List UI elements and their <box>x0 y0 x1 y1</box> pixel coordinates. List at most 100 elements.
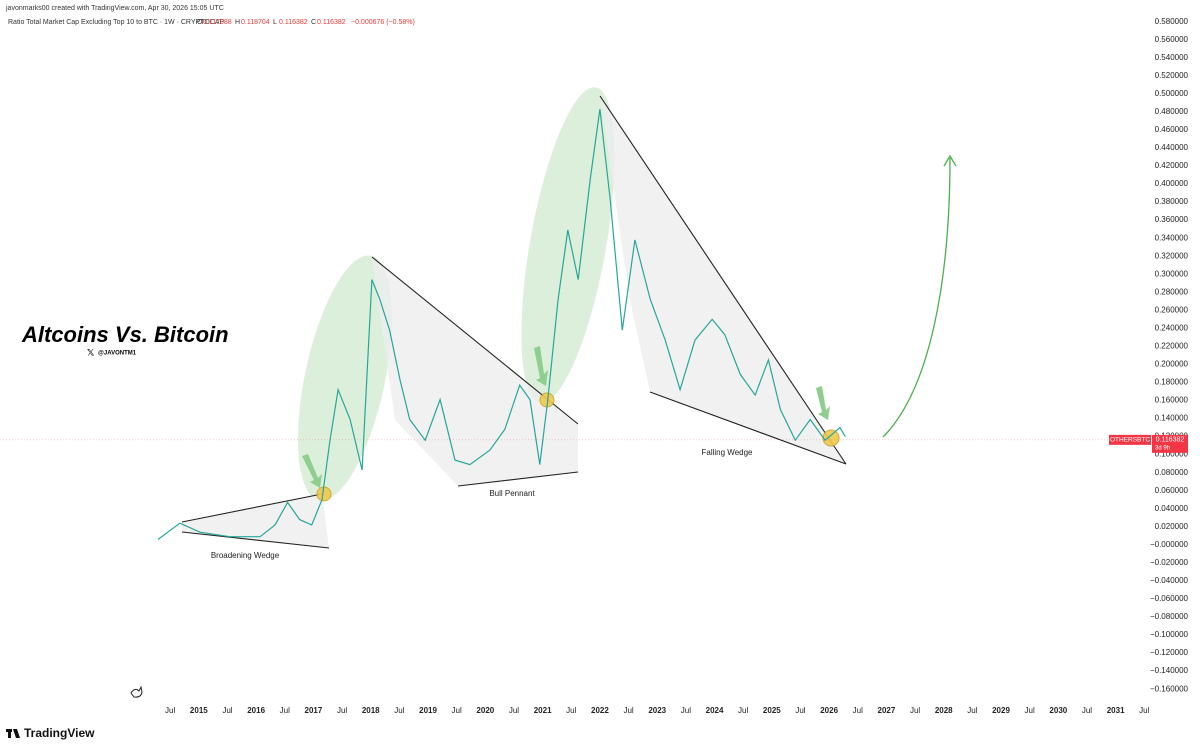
x-tick-label: Jul <box>853 706 863 715</box>
x-tick-label: 2020 <box>476 706 494 715</box>
x-tick-label: 2030 <box>1049 706 1067 715</box>
x-tick-label: 2018 <box>362 706 380 715</box>
rally-highlight <box>298 255 392 501</box>
y-tick-label: 0.060000 <box>1155 486 1189 495</box>
ohlc-key: O <box>197 19 203 26</box>
change: −0.000676 (−0.58%) <box>351 19 415 26</box>
ohlc-key: C <box>311 19 316 26</box>
chart-subtitle: @JAVONTM1 <box>98 351 137 357</box>
x-tick-label: Jul <box>1025 706 1035 715</box>
y-tick-label: 0.340000 <box>1155 233 1189 242</box>
x-logo: 𝕏 <box>87 347 95 357</box>
x-tick-label: 2016 <box>247 706 265 715</box>
y-tick-label: 0.020000 <box>1155 522 1189 531</box>
annotation: Falling Wedge <box>702 448 754 457</box>
x-tick-label: Jul <box>337 706 347 715</box>
x-tick-label: Jul <box>738 706 748 715</box>
x-tick-label: 2017 <box>305 706 323 715</box>
price-tag <box>1152 434 1188 453</box>
ohlc-key: L <box>273 19 277 26</box>
pointer-arrows <box>302 346 830 488</box>
y-tick-label: −0.120000 <box>1150 648 1189 657</box>
x-tick-label: 2022 <box>591 706 609 715</box>
x-tick-label: Jul <box>222 706 232 715</box>
ohlc-key: H <box>235 19 240 26</box>
x-tick-label: 2023 <box>648 706 666 715</box>
x-tick-label: Jul <box>566 706 576 715</box>
y-tick-label: 0.040000 <box>1155 504 1189 513</box>
y-tick-label: −0.040000 <box>1150 576 1189 585</box>
y-tick-label: −0.140000 <box>1150 666 1189 675</box>
y-tick-label: 0.160000 <box>1155 396 1189 405</box>
y-tick-label: 0.540000 <box>1155 53 1189 62</box>
x-tick-label: 2029 <box>992 706 1010 715</box>
breakout-markers <box>316 392 840 502</box>
x-tick-label: Jul <box>681 706 691 715</box>
ohlc-value: 0.116382 <box>317 19 346 26</box>
projection-arrow-head <box>943 154 957 167</box>
y-tick-label: 0.560000 <box>1155 35 1189 44</box>
y-tick-label: 0.440000 <box>1155 143 1189 152</box>
x-tick-label: Jul <box>967 706 977 715</box>
y-tick-label: 0.280000 <box>1155 287 1189 296</box>
x-tick-label: Jul <box>280 706 290 715</box>
tv-icon <box>130 685 143 698</box>
y-tick-label: 0.460000 <box>1155 125 1189 134</box>
x-tick-label: Jul <box>509 706 519 715</box>
y-tick-label: 0.320000 <box>1155 251 1189 260</box>
ohlc-value: 0.116382 <box>279 19 308 26</box>
x-tick-label: 2026 <box>820 706 838 715</box>
x-tick-label: Jul <box>623 706 633 715</box>
x-tick-label: Jul <box>1082 706 1092 715</box>
y-tick-label: 0.220000 <box>1155 342 1189 351</box>
x-tick-label: 2031 <box>1107 706 1125 715</box>
x-tick-label: 2015 <box>190 706 208 715</box>
rally-highlight <box>521 87 615 403</box>
y-tick-label: 0.380000 <box>1155 197 1189 206</box>
x-tick-label: Jul <box>165 706 175 715</box>
y-tick-label: 0.360000 <box>1155 215 1189 224</box>
ohlc-value: 0.118704 <box>241 19 270 26</box>
y-tick-label: 0.100000 <box>1155 450 1189 459</box>
y-tick-label: 0.580000 <box>1155 17 1189 26</box>
x-tick-label: Jul <box>452 706 462 715</box>
y-tick-label: 0.180000 <box>1155 378 1189 387</box>
y-tick-label: −0.020000 <box>1150 558 1189 567</box>
x-tick-label: Jul <box>1139 706 1149 715</box>
countdown: 3d 9h <box>1155 445 1170 451</box>
y-tick-label: 0.300000 <box>1155 269 1189 278</box>
x-tick-label: 2028 <box>935 706 953 715</box>
attribution: javonmarks00 created with TradingView.co… <box>5 5 224 12</box>
x-tick-label: 2021 <box>534 706 552 715</box>
x-tick-label: 2024 <box>706 706 724 715</box>
y-tick-label: 0.400000 <box>1155 179 1189 188</box>
ohlc-legend: O 0.117088 H 0.118704 L 0.116382 C 0.116382 <box>197 19 346 26</box>
annotation: Broadening Wedge <box>211 551 280 560</box>
y-tick-label: 0.200000 <box>1155 360 1189 369</box>
x-tick-label: Jul <box>394 706 404 715</box>
y-tick-label: 0.520000 <box>1155 71 1189 80</box>
y-tick-label: 0.240000 <box>1155 323 1189 332</box>
price-line <box>157 109 846 540</box>
y-tick-label: 0.260000 <box>1155 305 1189 314</box>
symbol-tag-label: OTHERSBTC <box>1110 437 1150 444</box>
annotation: Bull Pennant <box>489 489 535 498</box>
brand: TradingView <box>24 726 95 740</box>
x-tick-label: 2027 <box>878 706 896 715</box>
y-tick-label: −0.060000 <box>1150 594 1189 603</box>
x-tick-label: 2019 <box>419 706 437 715</box>
x-tick-label: 2025 <box>763 706 781 715</box>
y-tick-label: −0.000000 <box>1150 540 1189 549</box>
projection-arrow <box>882 157 951 438</box>
pattern-area <box>372 257 578 486</box>
x-tick-label: Jul <box>795 706 805 715</box>
y-tick-label: 0.080000 <box>1155 468 1189 477</box>
ohlc-value: 0.117088 <box>203 19 232 26</box>
y-tick-label: 0.500000 <box>1155 89 1189 98</box>
trend-lines <box>181 95 847 549</box>
chart-title: Altcoins Vs. Bitcoin <box>21 322 229 347</box>
y-tick-label: 0.420000 <box>1155 161 1189 170</box>
y-tick-label: −0.160000 <box>1150 684 1189 693</box>
y-tick-label: 0.140000 <box>1155 414 1189 423</box>
